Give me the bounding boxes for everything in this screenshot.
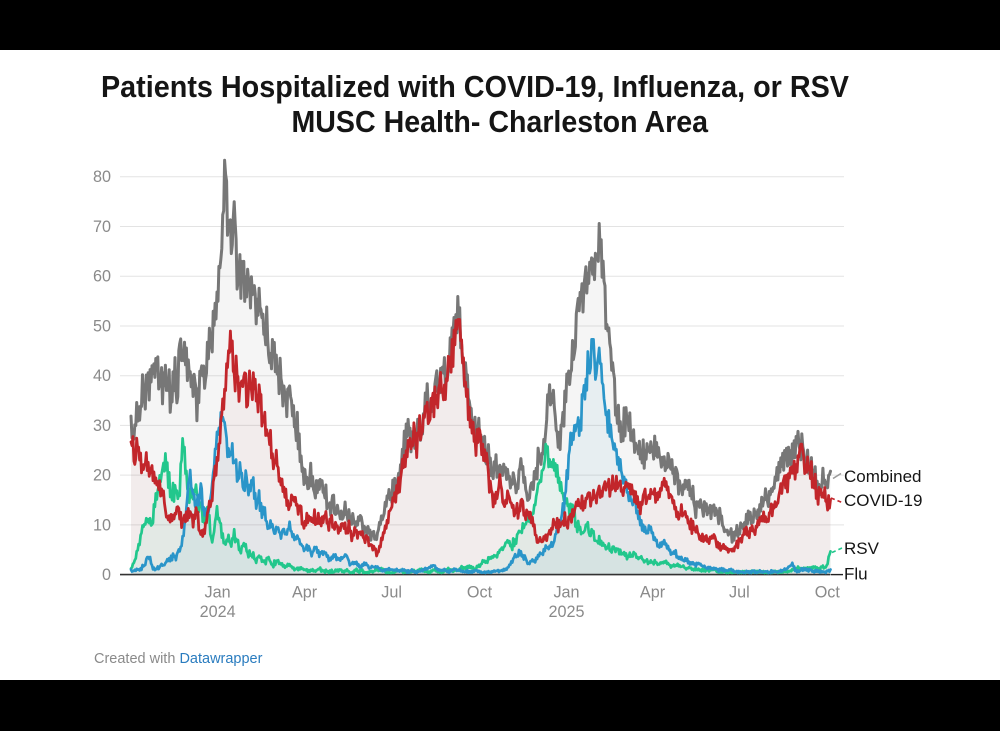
svg-text:COVID-19: COVID-19: [844, 491, 922, 510]
svg-text:Jan: Jan: [205, 584, 231, 602]
svg-text:Apr: Apr: [640, 584, 666, 602]
svg-text:Combined: Combined: [844, 467, 922, 486]
svg-text:30: 30: [93, 417, 111, 435]
svg-text:0: 0: [102, 566, 111, 584]
svg-text:MUSC Health- Charleston Area: MUSC Health- Charleston Area: [292, 104, 709, 139]
svg-text:70: 70: [93, 218, 111, 236]
svg-text:Patients Hospitalized with COV: Patients Hospitalized with COVID-19, Inf…: [101, 69, 849, 104]
svg-text:60: 60: [93, 268, 111, 286]
svg-text:Jul: Jul: [729, 584, 750, 602]
svg-text:2024: 2024: [200, 603, 236, 621]
svg-text:40: 40: [93, 367, 111, 385]
svg-text:Jan: Jan: [553, 584, 579, 602]
svg-text:20: 20: [93, 467, 111, 485]
svg-text:RSV: RSV: [844, 539, 880, 558]
svg-text:10: 10: [93, 516, 111, 534]
svg-text:80: 80: [93, 168, 111, 186]
svg-text:Jul: Jul: [381, 584, 402, 602]
svg-text:Oct: Oct: [815, 584, 841, 602]
svg-text:2025: 2025: [548, 603, 584, 621]
svg-text:Apr: Apr: [292, 584, 318, 602]
svg-text:Created with Datawrapper: Created with Datawrapper: [94, 651, 263, 667]
svg-text:Oct: Oct: [467, 584, 493, 602]
svg-text:50: 50: [93, 317, 111, 335]
svg-text:Flu: Flu: [844, 565, 868, 584]
